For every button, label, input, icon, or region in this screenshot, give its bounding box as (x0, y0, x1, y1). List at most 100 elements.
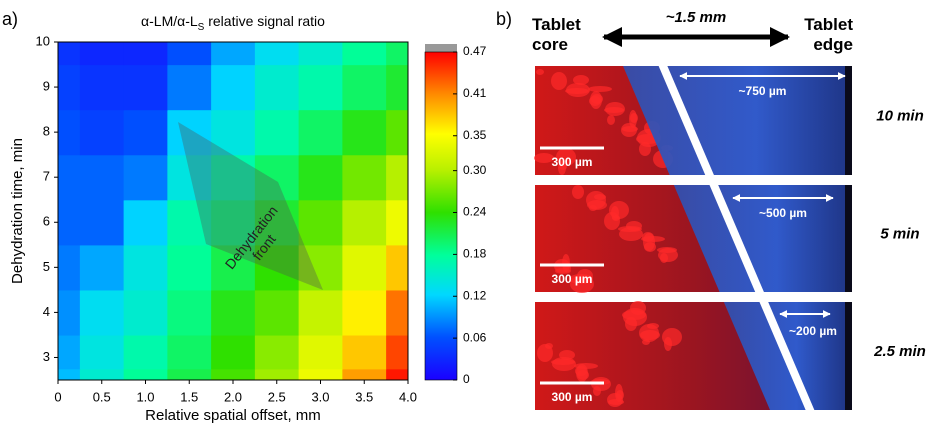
x-tick-label: 4.0 (399, 389, 417, 404)
span-label: ~1.5 mm (666, 9, 726, 26)
x-axis-label: Relative spatial offset, mm (145, 407, 321, 424)
y-tick-label: 6 (43, 214, 50, 229)
heat-cell (386, 109, 408, 156)
x-tick-label: 2.0 (224, 389, 242, 404)
y-tick-label: 5 (43, 259, 50, 274)
title-part: α-LM/α-L (141, 13, 198, 29)
red-speckle (552, 357, 576, 371)
width-label: ~200 µm (789, 324, 837, 338)
panel-label: a) (2, 9, 18, 29)
red-speckle (577, 269, 593, 283)
edge-region (673, 185, 845, 292)
panel-label: b) (496, 9, 512, 29)
heat-cell (79, 244, 125, 291)
colorbar-tick-label: 0.35 (463, 128, 487, 142)
heat-cell (123, 154, 168, 201)
red-speckle (588, 86, 612, 92)
heat-cell (254, 334, 300, 370)
x-tick-label: 3.5 (355, 389, 373, 404)
red-speckle (644, 242, 656, 252)
panel-a: a) α-LM/α-LS relative signal ratio Dehydra… (2, 9, 487, 424)
heat-cell (58, 244, 81, 291)
heat-cell (123, 289, 168, 336)
heat-cell (298, 154, 343, 201)
heat-cell (298, 244, 343, 291)
heat-cell (79, 368, 125, 380)
front-line (655, 56, 815, 414)
heat-cell (58, 368, 81, 380)
red-speckle (630, 301, 646, 315)
panel-b: b) Tablet core Tablet edge ~1.5 mm 300 µm ~750 … (496, 9, 926, 414)
heat-cell (211, 154, 256, 201)
heat-cell (386, 42, 408, 66)
heat-cell (211, 109, 256, 156)
heat-cell (254, 64, 300, 111)
red-speckle (641, 236, 665, 242)
side-label-line: edge (813, 35, 853, 54)
chart-title: α-LM/α-LS relative signal ratio (141, 13, 325, 33)
width-label: ~500 µm (759, 206, 807, 220)
colorbar-tick-label: 0.12 (463, 288, 487, 302)
heat-cell (123, 368, 168, 380)
heat-cell (58, 334, 81, 370)
heat-cell (123, 64, 168, 111)
colorbar (424, 51, 458, 381)
heat-cell (254, 42, 300, 66)
outer-edge (845, 66, 852, 175)
red-speckle (545, 343, 553, 349)
heat-cell (386, 244, 408, 291)
heat-cell (123, 244, 168, 291)
heat-cell (211, 64, 256, 111)
heat-cell (342, 154, 387, 201)
heat-cell (211, 42, 256, 66)
heat-cell (254, 154, 300, 201)
heat-cell (79, 289, 125, 336)
heat-cell (298, 289, 343, 336)
x-tick-label: 2.5 (268, 389, 286, 404)
heat-cell (167, 368, 212, 380)
colorbar-tick-label: 0.18 (463, 247, 487, 261)
heat-cell (386, 368, 408, 380)
x-tick-label: 1.0 (136, 389, 154, 404)
heat-cell (211, 368, 256, 380)
heat-cell (386, 199, 408, 246)
side-label: Tablet core (532, 15, 581, 54)
heat-cell (254, 199, 300, 246)
heat-cell (167, 244, 212, 291)
side-label: Tablet edge (804, 15, 853, 54)
heat-cell (58, 154, 81, 201)
red-speckle (556, 148, 576, 166)
red-speckle (573, 75, 589, 85)
red-speckle (630, 113, 638, 123)
heat-cell (254, 368, 300, 380)
heat-cell (58, 289, 81, 336)
red-speckle (536, 69, 544, 75)
red-speckle (577, 370, 589, 380)
heat-cell (386, 154, 408, 201)
heat-cell (211, 244, 256, 291)
red-speckle (591, 94, 603, 104)
heat-cell (386, 64, 408, 111)
front-band (178, 122, 323, 290)
heat-cell (58, 42, 81, 66)
red-speckle (534, 153, 554, 163)
heat-cell (79, 154, 125, 201)
heat-cell (167, 334, 212, 370)
scale-bar-label: 300 µm (552, 390, 593, 404)
heat-cell (167, 154, 212, 201)
time-label: 2.5 min (873, 343, 926, 360)
heat-cell (79, 64, 125, 111)
colorbar-tick-label: 0.06 (463, 330, 487, 344)
red-speckle (622, 126, 638, 132)
heat-cell (79, 199, 125, 246)
heat-cell (79, 109, 125, 156)
title-part: S (198, 22, 205, 33)
y-tick-label: 9 (43, 79, 50, 94)
width-label: ~750 µm (739, 84, 787, 98)
heat-cell (342, 289, 387, 336)
heat-cell (386, 334, 408, 370)
x-tick-label: 1.5 (180, 389, 198, 404)
red-speckle (587, 200, 607, 210)
red-speckle (574, 363, 598, 369)
